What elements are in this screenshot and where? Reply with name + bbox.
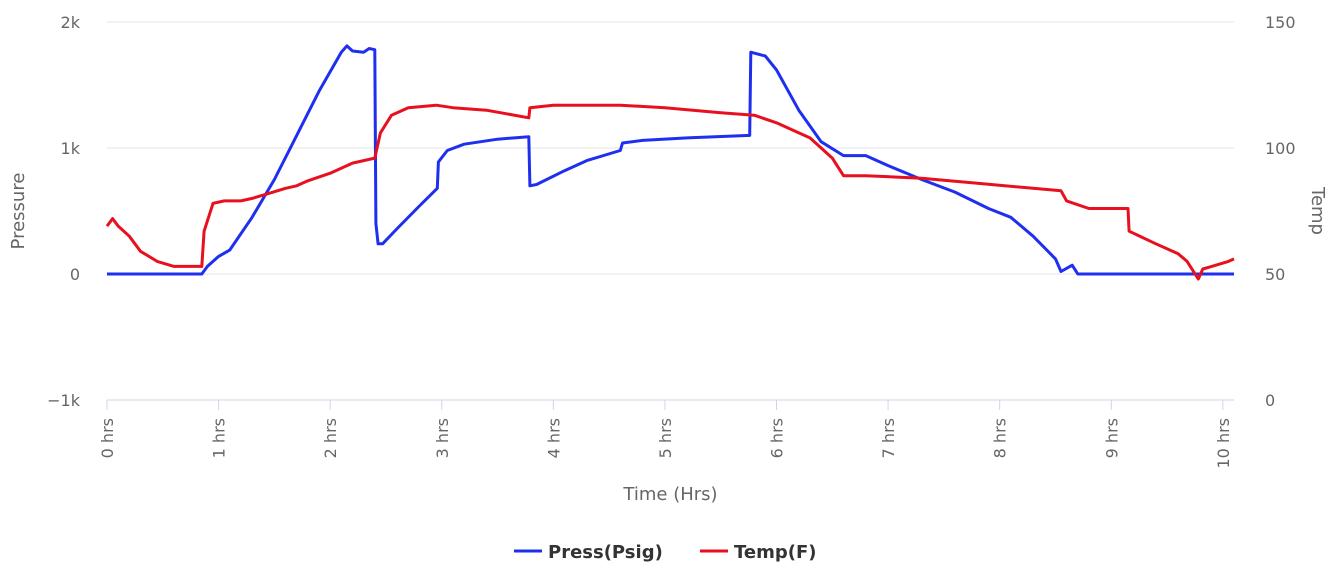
legend: Press(Psig) Temp(F): [514, 542, 817, 563]
y-left-axis-title: Pressure: [8, 173, 29, 250]
x-tick-label: 2 hrs: [321, 418, 340, 458]
x-axis-title: Time (Hrs): [622, 484, 717, 505]
y-left-tick-label: −1k: [47, 391, 81, 410]
x-tick-label: 4 hrs: [544, 418, 563, 458]
y-right-tick-label: 0: [1265, 391, 1275, 410]
x-tick-label: 8 hrs: [991, 418, 1010, 458]
x-tick-label: 10 hrs: [1214, 418, 1233, 469]
y-right-tick-label: 150: [1265, 13, 1296, 32]
x-tick-label: 5 hrs: [656, 418, 675, 458]
y-right-tick-label: 50: [1265, 265, 1285, 284]
legend-item-press[interactable]: Press(Psig): [514, 542, 663, 563]
x-tick-label: 3 hrs: [433, 418, 452, 458]
y-left-tick-label: 2k: [61, 13, 81, 32]
legend-label-press: Press(Psig): [548, 542, 663, 563]
legend-label-temp: Temp(F): [734, 542, 817, 563]
y-right-tick-label: 100: [1265, 139, 1296, 158]
x-tick-label: 6 hrs: [768, 418, 787, 458]
x-tick-label: 9 hrs: [1102, 418, 1121, 458]
series-line-press[interactable]: [107, 44, 1234, 276]
series-line-temp[interactable]: [105, 103, 1235, 281]
x-tick-label: 7 hrs: [879, 418, 898, 458]
axes: −1k 0 1k 2k 0 50 100 150 0 hrs 1 hrs 2 hrs 3 hrs 4 h…: [47, 13, 1295, 469]
y-right-axis-title: Temp: [1307, 186, 1328, 235]
grid-lines: [107, 21, 1234, 401]
series-lines: [105, 44, 1235, 281]
y-left-tick-label: 1k: [61, 139, 81, 158]
x-tick-label: 1 hrs: [210, 418, 229, 458]
legend-item-temp[interactable]: Temp(F): [700, 542, 817, 563]
x-tick-label: 0 hrs: [98, 418, 117, 458]
y-left-tick-label: 0: [70, 265, 80, 284]
